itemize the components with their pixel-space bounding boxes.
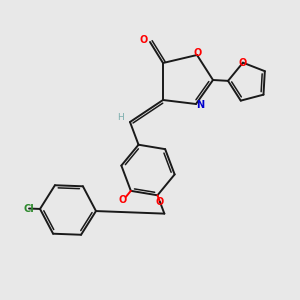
Text: O: O [194, 48, 202, 58]
Text: N: N [196, 100, 204, 110]
Text: O: O [156, 197, 164, 207]
Text: O: O [239, 58, 247, 68]
Text: Cl: Cl [24, 203, 34, 214]
Text: O: O [140, 35, 148, 45]
Text: H: H [117, 113, 123, 122]
Text: O: O [118, 195, 127, 205]
